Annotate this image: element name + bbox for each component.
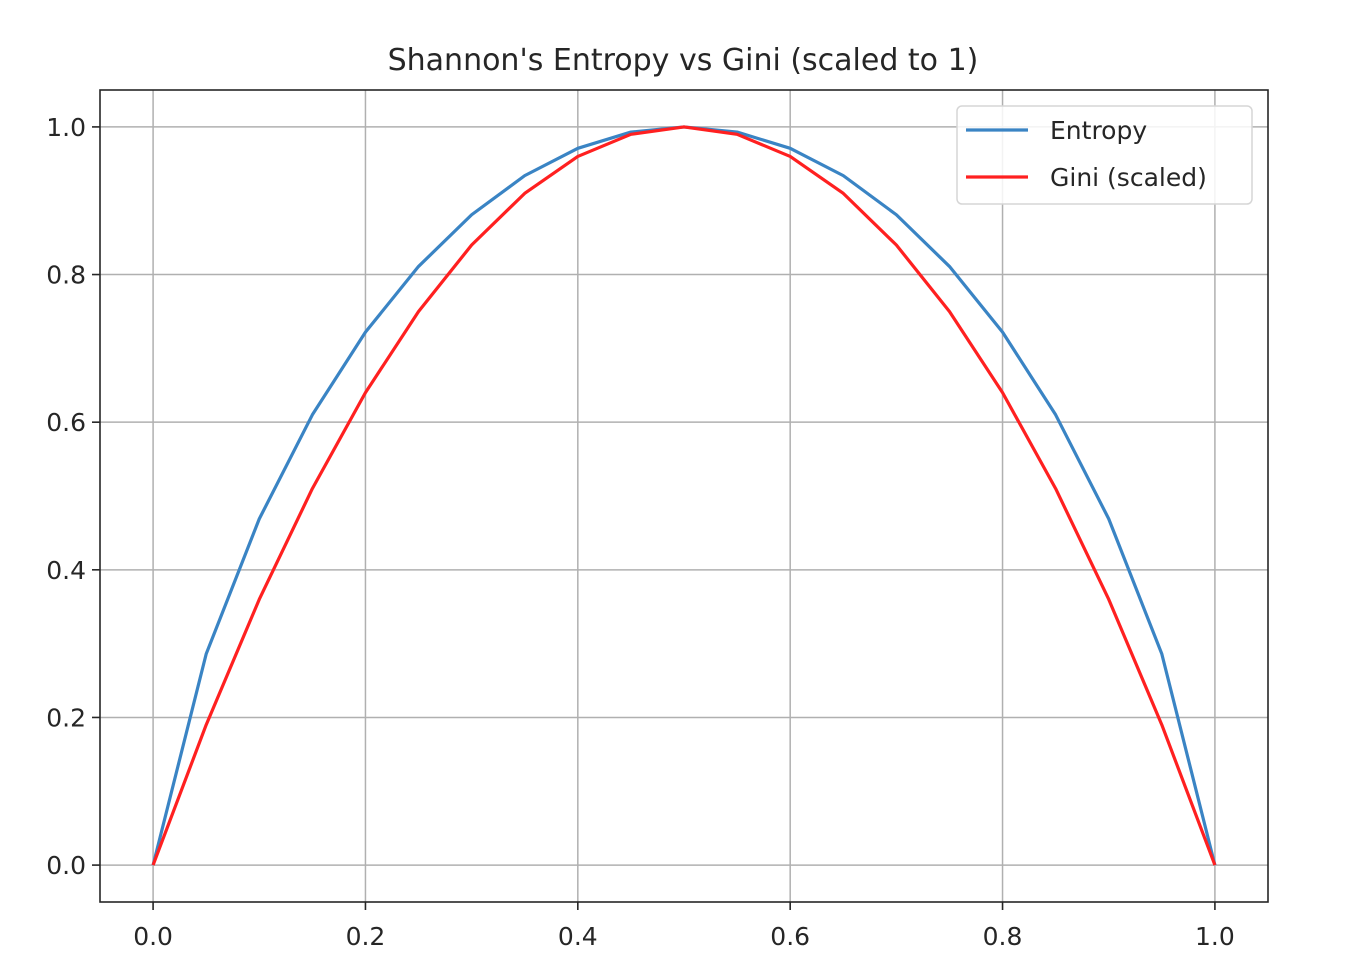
legend-label: Entropy xyxy=(1050,116,1147,145)
y-tick-label: 0.0 xyxy=(46,851,86,880)
x-tick-label: 0.0 xyxy=(133,922,173,951)
y-tick-label: 0.2 xyxy=(46,703,86,732)
legend-label: Gini (scaled) xyxy=(1050,163,1207,192)
y-tick-label: 0.6 xyxy=(46,408,86,437)
series-line-entropy xyxy=(151,125,1217,866)
x-tick-label: 0.4 xyxy=(558,922,598,951)
y-tick-label: 0.8 xyxy=(46,261,86,290)
plot-frame xyxy=(99,89,1269,903)
legend-box xyxy=(956,105,1253,205)
y-tick-label: 1.0 xyxy=(46,113,86,142)
x-tick-label: 0.8 xyxy=(983,922,1023,951)
x-tick-label: 0.2 xyxy=(346,922,386,951)
y-tick-label: 0.4 xyxy=(46,556,86,585)
chart-title: Shannon's Entropy vs Gini (scaled to 1) xyxy=(388,43,979,78)
x-tick-label: 1.0 xyxy=(1195,922,1235,951)
series-layer xyxy=(151,125,1217,866)
y-axis: 0.0 0.2 0.4 0.6 0.8 1.0 xyxy=(46,113,100,880)
series-line-gini-scaled xyxy=(151,125,1217,866)
legend: Entropy Gini (scaled) xyxy=(956,105,1253,205)
x-axis: 0.0 0.2 0.4 0.6 0.8 1.0 xyxy=(133,902,1235,951)
x-tick-label: 0.6 xyxy=(770,922,810,951)
grid xyxy=(100,90,1268,902)
